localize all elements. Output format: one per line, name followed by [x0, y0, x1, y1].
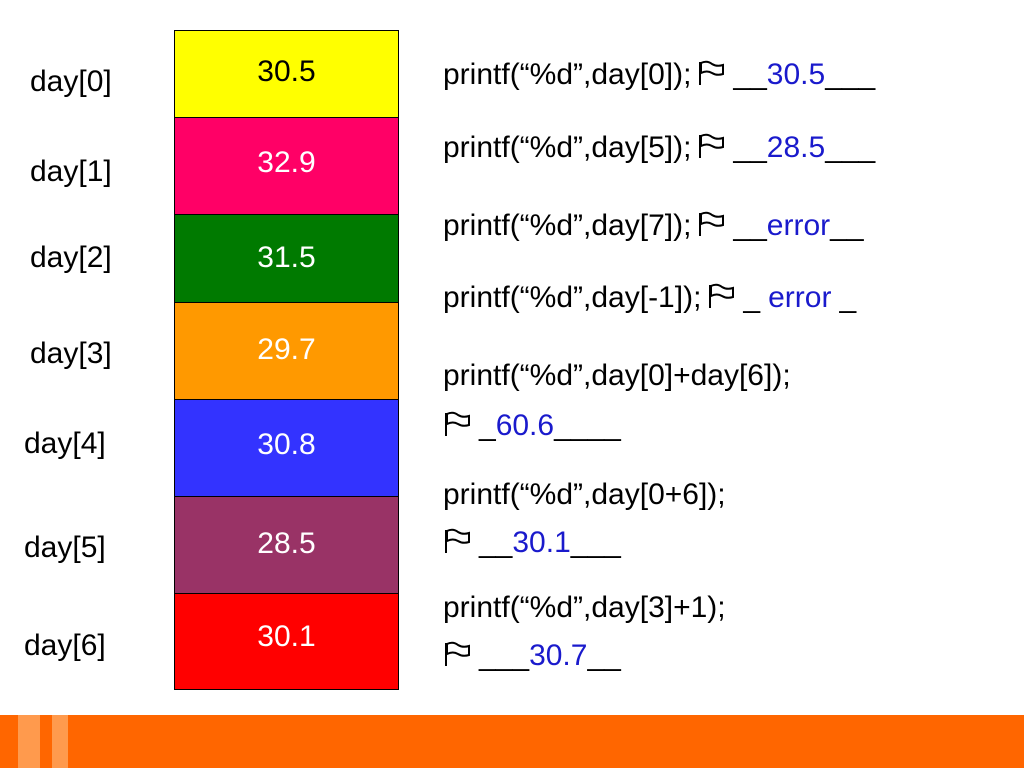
cell-value: 30.1 — [257, 620, 316, 653]
flag-icon — [443, 528, 471, 554]
array-cell: 29.7 — [174, 303, 399, 400]
statement: printf(“%d”,day[0]); __30.5___ — [443, 58, 875, 92]
answer: error — [768, 281, 832, 314]
blank: ___ — [479, 639, 530, 672]
blank: ___ — [825, 58, 876, 91]
statement: printf(“%d”,day[-1]); _ error _ — [443, 281, 856, 315]
cell-label: day[3] — [30, 337, 112, 370]
cell-value: 29.7 — [257, 333, 316, 366]
footer-stripe — [18, 715, 40, 768]
flag-icon — [697, 60, 725, 86]
code: printf(“%d”,day[0]+day[6]); — [443, 359, 791, 392]
code: printf(“%d”,day[3]+1); — [443, 591, 726, 624]
cell-label: day[2] — [30, 241, 112, 274]
answer: 30.7 — [529, 639, 588, 672]
blank: __ — [733, 131, 767, 164]
array-cell: 30.1 — [174, 594, 399, 690]
code: printf(“%d”,day[-1]); — [443, 281, 702, 314]
answer: 30.1 — [512, 526, 571, 559]
flag-icon — [443, 641, 471, 667]
array-cell: 31.5 — [174, 215, 399, 303]
array-cell: 28.5 — [174, 497, 399, 594]
blank: __ — [733, 58, 767, 91]
footer-bar — [0, 715, 1024, 768]
array-cell: 30.8 — [174, 400, 399, 497]
cell-label: day[6] — [24, 629, 106, 662]
cell-value: 32.9 — [257, 146, 316, 179]
cell-value: 31.5 — [257, 241, 316, 274]
code: printf(“%d”,day[7]); — [443, 209, 692, 242]
blank: _ — [839, 281, 857, 314]
answer: 28.5 — [766, 131, 826, 164]
statement: printf(“%d”,day[7]); __error__ — [443, 209, 864, 243]
statement: printf(“%d”,day[0+6]); __30.1___ — [443, 478, 726, 560]
cell-label: day[5] — [24, 531, 106, 564]
cell-label: day[1] — [30, 155, 112, 188]
code: printf(“%d”,day[5]); — [443, 131, 692, 164]
code: printf(“%d”,day[0]); — [443, 58, 692, 91]
answer: 30.5 — [766, 58, 826, 91]
blank: ____ — [554, 409, 621, 442]
code: printf(“%d”,day[0+6]); — [443, 478, 726, 511]
flag-icon — [443, 411, 471, 437]
flag-icon — [697, 133, 725, 159]
blank: ___ — [570, 526, 621, 559]
answer: error — [766, 209, 831, 242]
flag-icon — [697, 211, 725, 237]
array-cell: 32.9 — [174, 118, 399, 215]
footer-stripe — [52, 715, 68, 768]
flag-icon — [707, 283, 735, 309]
cell-value: 30.8 — [257, 428, 316, 461]
statement: printf(“%d”,day[3]+1); ___30.7__ — [443, 591, 726, 673]
answer: 60.6 — [495, 409, 555, 442]
cell-label: day[0] — [30, 65, 112, 98]
blank: ___ — [825, 131, 876, 164]
statement: printf(“%d”,day[0]+day[6]); _60.6____ — [443, 359, 791, 443]
blank: _ — [479, 409, 496, 442]
array-cell: 30.5 — [174, 30, 399, 118]
statement: printf(“%d”,day[5]); __28.5___ — [443, 131, 875, 165]
cell-value: 30.5 — [257, 55, 316, 88]
cell-value: 28.5 — [257, 527, 316, 560]
cell-label: day[4] — [24, 427, 106, 460]
blank: __ — [587, 639, 621, 672]
blank: __ — [830, 209, 864, 242]
blank: _ — [743, 281, 761, 314]
blank: __ — [733, 209, 767, 242]
blank: __ — [479, 526, 513, 559]
